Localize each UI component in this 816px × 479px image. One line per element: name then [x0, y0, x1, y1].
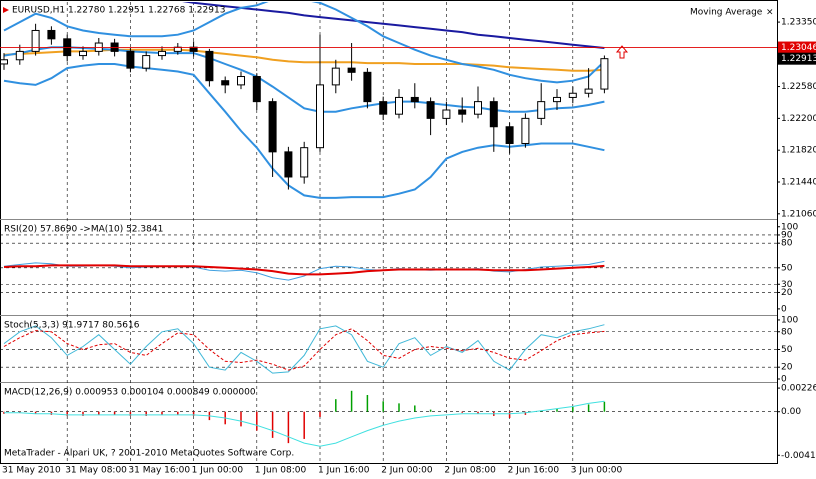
candle-body — [505, 126, 514, 144]
y-tick-label: 100 — [781, 315, 798, 325]
close-button[interactable]: × — [766, 8, 774, 18]
candle-body — [347, 67, 356, 73]
symbol-header: EURUSD,H1 1.22780 1.22951 1.22768 1.2291… — [12, 6, 225, 16]
y-tick-label: 20 — [781, 363, 793, 373]
x-tick-label: 31 May 08:00 — [65, 466, 127, 476]
x-tick-label: 1 Jun 16:00 — [318, 466, 370, 476]
y-tick-label: 30 — [781, 280, 793, 290]
y-tick-label: 1.21060 — [781, 209, 816, 219]
y-tick-label: 100 — [781, 222, 798, 232]
panel — [0, 2, 609, 199]
y-tick-label: 50 — [781, 345, 793, 355]
y-tick-label: 1.22200 — [781, 114, 816, 124]
y-tick-label: 1.21820 — [781, 146, 816, 156]
indicator-line — [182, 2, 605, 49]
candle-body — [553, 96, 561, 103]
plot-layer: 1.23350 1.22580 1.22200 1.21820 1.21440 1.210… — [0, 2, 816, 463]
candle-body — [79, 50, 87, 57]
x-tick-label: 2 Jun 00:00 — [381, 466, 433, 476]
x-tick-label: 3 Jun 00:00 — [571, 466, 623, 476]
candle-body — [252, 76, 261, 103]
candle-body — [600, 58, 609, 90]
price-label-box — [778, 52, 816, 65]
price-label-box — [778, 41, 816, 54]
candle-body — [426, 101, 435, 119]
symbol-marker — [3, 7, 9, 13]
y-tick-label: 0.00 — [781, 407, 801, 417]
candle-body — [158, 50, 166, 57]
candle-body — [537, 101, 546, 119]
candle-body — [142, 55, 151, 69]
x-tick-label: 1 Jun 00:00 — [192, 466, 244, 476]
indicator-line — [3, 63, 605, 199]
price-label: 1.23046 — [781, 43, 816, 53]
y-tick-label: 80 — [781, 327, 793, 337]
x-tick-label: 1 Jun 08:00 — [255, 466, 307, 476]
panel-title: RSI(20) 57.8690 ->MA(10) 52.3841 — [4, 225, 163, 235]
candle-body — [268, 101, 277, 153]
candle-body — [363, 71, 372, 103]
alert-arrow — [615, 45, 629, 59]
panel — [0, 234, 777, 293]
candle-body — [31, 29, 40, 52]
y-tick-label: 50 — [781, 263, 793, 273]
candle-body — [521, 117, 530, 144]
indicator-line — [3, 324, 605, 374]
candle-body — [0, 59, 8, 65]
candle-body — [300, 147, 309, 178]
indicator-line — [3, 328, 605, 371]
indicator-name: Moving Average — [690, 8, 763, 18]
candle-body — [126, 50, 135, 69]
x-tick-label: 31 May 16:00 — [128, 466, 190, 476]
x-tick-label: 2 Jun 08:00 — [444, 466, 496, 476]
candle-body — [489, 101, 498, 128]
price-label: 1.22913 — [781, 54, 816, 64]
y-tick-label: 0 — [781, 304, 787, 314]
y-tick-label: 0 — [781, 374, 787, 384]
x-tick-label: 31 May 2010 — [2, 466, 61, 476]
y-tick-label: 1.21440 — [781, 178, 816, 188]
panel — [0, 390, 777, 447]
candle-body — [316, 84, 324, 149]
y-tick-label: 0.00226 — [781, 384, 816, 394]
panel-title: MACD(12,26,9) 0.000953 0.000104 0.000849… — [4, 388, 256, 398]
y-tick-label: 80 — [781, 239, 793, 249]
indicator-line — [4, 400, 605, 447]
candle-body — [410, 96, 419, 103]
candle-body — [221, 80, 230, 86]
panel — [0, 324, 777, 374]
candle-body — [331, 67, 340, 86]
candle-body — [474, 101, 482, 115]
indicator-line — [3, 2, 606, 84]
plot-frame — [0, 0, 778, 464]
candle-body — [205, 50, 214, 82]
candle-body — [568, 92, 577, 98]
y-tick-label: 90 — [781, 230, 793, 240]
y-tick-label: 1.23350 — [781, 18, 816, 28]
candle-body — [395, 96, 403, 115]
y-tick-label: 20 — [781, 288, 793, 298]
candle-body — [442, 109, 451, 119]
indicator-line — [3, 264, 605, 276]
candle-body — [379, 101, 388, 115]
candle-body — [584, 88, 593, 94]
indicator-line — [3, 48, 605, 72]
candle-body — [15, 50, 24, 61]
candle-body — [458, 109, 467, 115]
candle-body — [47, 29, 56, 40]
candle-body — [284, 151, 293, 178]
y-tick-label: 1.22580 — [781, 82, 816, 92]
x-tick-label: 2 Jun 16:00 — [508, 466, 560, 476]
indicator-line — [3, 46, 605, 113]
panel-title: Stoch(5,3,3) 91.9717 80.5616 — [4, 321, 140, 331]
candle-body — [237, 76, 245, 86]
y-tick-label: -0.00416 — [781, 451, 816, 461]
footer: MetaTrader - Alpari UK, ? 2001-2010 Meta… — [4, 449, 294, 459]
